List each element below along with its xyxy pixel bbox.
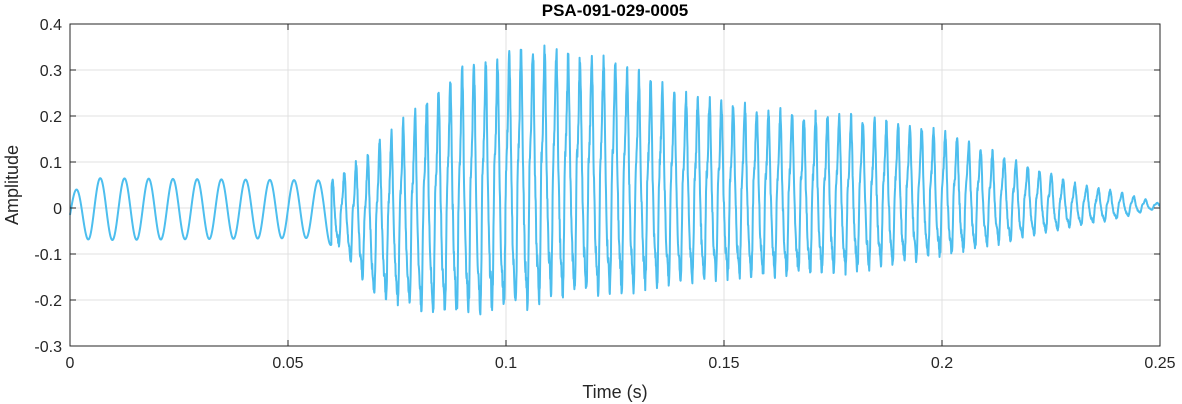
tick-labels: 0 0.05 0.1 0.15 0.2 0.25 0.4 0.3 0.2 0.1 0 -0.1 -0.2… <box>34 17 1175 372</box>
y-tick-label: 0 <box>53 201 62 218</box>
x-tick-label: 0 <box>66 355 75 372</box>
x-tick-label: 0.05 <box>272 355 303 372</box>
y-axis-label: Amplitude <box>2 145 22 225</box>
x-tick-label: 0.15 <box>708 355 739 372</box>
y-tick-label: 0.4 <box>40 17 62 34</box>
y-tick-label: 0.2 <box>40 109 62 126</box>
y-tick-label: -0.1 <box>34 247 62 264</box>
axis-ticks <box>69 23 1161 347</box>
waveform-line <box>69 44 1161 316</box>
chart-title: PSA-091-029-0005 <box>542 1 688 20</box>
plot-series <box>69 44 1161 316</box>
x-tick-label: 0.25 <box>1144 355 1175 372</box>
y-tick-label: -0.3 <box>34 339 62 356</box>
y-tick-label: 0.3 <box>40 63 62 80</box>
x-tick-label: 0.2 <box>931 355 953 372</box>
x-axis-label: Time (s) <box>582 382 647 402</box>
axes-box <box>69 23 1161 347</box>
y-tick-label: -0.2 <box>34 293 62 310</box>
y-tick-label: 0.1 <box>40 155 62 172</box>
x-tick-label: 0.1 <box>495 355 517 372</box>
